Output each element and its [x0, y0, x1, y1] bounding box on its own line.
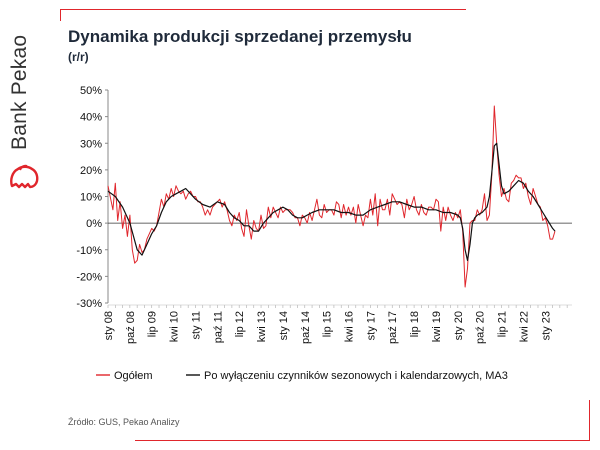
x-tick-label: kwi 19 — [431, 311, 443, 342]
x-tick-label: sty 11 — [190, 311, 202, 340]
x-tick-label: paź 14 — [300, 311, 312, 344]
y-tick-label: 30% — [80, 138, 102, 150]
x-tick-label: lip 21 — [497, 311, 509, 337]
x-tick-label: paź 11 — [212, 311, 224, 343]
x-tick-label: paź 20 — [475, 311, 487, 344]
x-tick-label: paź 08 — [125, 311, 137, 344]
x-tick-label: sty 23 — [540, 311, 552, 340]
x-tick-label: sty 17 — [365, 311, 377, 340]
x-tick-label: lip 15 — [322, 311, 334, 337]
series-line-ogolem — [107, 105, 556, 288]
y-tick-label: 0% — [86, 218, 102, 230]
chart-axes: -30% -20% -10% 0% 10% 20% 30% 40% 50% sty 08 paź 0… — [76, 85, 572, 344]
legend-label: Ogółem — [114, 370, 153, 382]
x-tick-label: lip 09 — [147, 311, 159, 337]
brand-sidebar: Bank Pekao — [0, 0, 50, 260]
top-accent-line — [61, 9, 466, 10]
x-tick-label: kwi 13 — [256, 311, 268, 342]
y-tick-label: 40% — [80, 112, 102, 124]
y-tick-label: 20% — [80, 165, 102, 177]
x-tick-label: sty 14 — [278, 311, 290, 340]
chart-title: Dynamika produkcji sprzedanej przemysłu — [68, 27, 412, 46]
y-tick-label: 10% — [80, 192, 102, 204]
source-note: Źródło: GUS, Pekao Analizy — [68, 417, 180, 427]
bottom-accent-line — [135, 440, 590, 441]
x-tick-label: lip 12 — [234, 311, 246, 337]
y-tick-label: -30% — [76, 298, 102, 310]
chart-series — [107, 105, 556, 288]
x-tick-label: kwi 22 — [518, 311, 530, 342]
y-tick-label: -10% — [76, 245, 102, 257]
x-tick-label: sty 08 — [103, 311, 115, 340]
chart-legend: Ogółem Po wyłączeniu czynników sezonowych… — [96, 370, 508, 382]
legend-label: Po wyłączeniu czynników sezonowych i kal… — [204, 370, 508, 382]
y-tick-label: -20% — [76, 271, 102, 283]
bison-logo-icon — [10, 164, 39, 189]
series-line-ma3 — [107, 142, 556, 261]
right-accent-tick — [589, 400, 590, 441]
x-tick-label: paź 17 — [387, 311, 399, 344]
chart-subtitle: (r/r) — [68, 50, 89, 64]
x-tick-label: sty 20 — [453, 311, 465, 340]
x-tick-label: kwi 16 — [344, 311, 356, 342]
x-tick-label: kwi 10 — [169, 311, 181, 342]
y-tick-label: 50% — [80, 85, 102, 97]
top-accent-tick — [60, 9, 61, 21]
x-tick-label: lip 18 — [409, 311, 421, 337]
